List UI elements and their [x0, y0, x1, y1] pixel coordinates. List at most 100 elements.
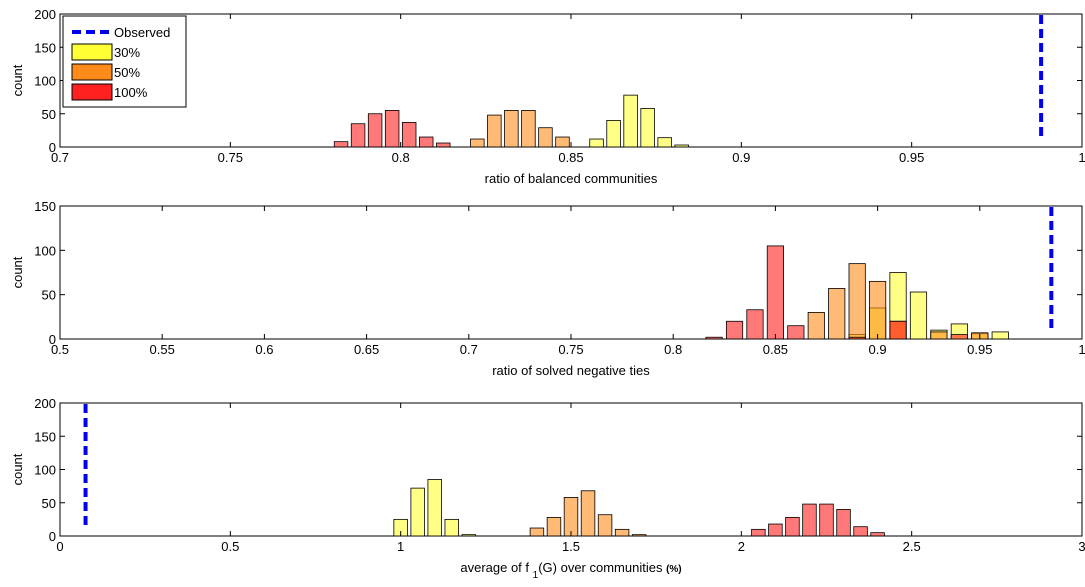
y-tick-label: 150 — [34, 40, 56, 55]
bar-s100 — [751, 528, 766, 537]
x-tick-label: 0.7 — [51, 150, 69, 165]
y-tick-label: 0 — [49, 529, 56, 544]
panel-1: 0.7 0.75 0.8 0.85 0.9 0.95 1 0 50 100 150 200 count r… — [10, 7, 1085, 186]
x-tick-label: 1 — [1078, 342, 1085, 357]
bar-s100 — [768, 523, 783, 537]
x-tick-label: 0.85 — [763, 342, 788, 357]
bar-s100 — [787, 325, 805, 340]
bar-s50 — [614, 528, 630, 537]
bar-s100 — [870, 532, 885, 537]
bar-s50 — [848, 263, 866, 340]
panel-3: 0 0.5 1 1.5 2 2.5 3 0 50 100 150 200 count average of… — [10, 396, 1085, 581]
bar-s50 — [828, 288, 846, 340]
bar-s100 — [384, 110, 400, 148]
bar-s30 — [427, 479, 442, 537]
bar-s100 — [819, 503, 834, 537]
bar-s30 — [623, 94, 638, 148]
bar-s100 — [889, 320, 907, 340]
y-tick-label: 150 — [34, 199, 56, 214]
bar-s30 — [444, 518, 459, 537]
bar-s30 — [991, 331, 1009, 340]
bar-s100 — [333, 141, 349, 148]
bar-s50 — [538, 127, 553, 148]
bar-s50 — [563, 497, 579, 537]
bar-s100 — [746, 309, 764, 340]
x-tick-label: 0.7 — [460, 342, 478, 357]
legend-label-s30: 30% — [114, 45, 140, 60]
x-tick-label: 0.8 — [392, 150, 410, 165]
legend-label-s50: 50% — [114, 65, 140, 80]
bar-s100 — [950, 334, 968, 340]
y-tick-label: 50 — [42, 107, 56, 122]
bar-s100 — [436, 142, 451, 148]
bar-s100 — [725, 320, 744, 340]
y-axis-label: count — [10, 64, 25, 96]
y-tick-label: 50 — [42, 288, 56, 303]
x-tick-label: 0.95 — [899, 150, 924, 165]
bar-s30 — [640, 108, 655, 148]
bar-s100 — [802, 503, 817, 537]
y-tick-label: 200 — [34, 396, 56, 411]
bar-s100 — [836, 508, 851, 537]
bar-s50 — [546, 516, 562, 537]
bar-s50 — [597, 514, 613, 537]
bar-s100 — [785, 516, 800, 537]
bar-s50 — [631, 534, 647, 537]
x-tick-label: 2 — [738, 539, 745, 554]
bar-s100 — [367, 113, 383, 148]
x-tick-label: 0.75 — [558, 342, 583, 357]
x-tick-label: 0.9 — [869, 342, 887, 357]
bar-s50 — [470, 138, 485, 148]
bar-s100 — [350, 123, 366, 148]
y-tick-label: 50 — [42, 496, 56, 511]
y-axis-label: count — [10, 453, 25, 485]
legend-swatch-s100 — [71, 83, 113, 101]
x-tick-label: 0.8 — [664, 342, 682, 357]
axes-frame — [59, 13, 1083, 148]
x-tick-label: 0.85 — [558, 150, 583, 165]
bar-s50 — [487, 114, 502, 148]
x-tick-label: 0.5 — [221, 539, 239, 554]
bar-s50 — [529, 527, 545, 537]
y-tick-label: 100 — [34, 74, 56, 89]
bar-s30 — [410, 487, 425, 537]
x-tick-label: 0.95 — [967, 342, 992, 357]
y-tick-label: 0 — [49, 332, 56, 347]
axes-frame — [59, 205, 1083, 340]
x-tick-label: 0.5 — [51, 342, 69, 357]
bar-s100 — [853, 526, 868, 537]
x-tick-label: 0.75 — [218, 150, 243, 165]
legend: Observed 30% 50% 100% — [62, 15, 187, 108]
bar-s100 — [419, 136, 434, 148]
bar-s50 — [555, 136, 570, 148]
y-tick-label: 150 — [34, 429, 56, 444]
legend-label-s100: 100% — [114, 85, 148, 100]
bar-s30 — [606, 120, 621, 148]
bar-s50 — [521, 110, 536, 148]
x-tick-label: 1.5 — [562, 539, 580, 554]
x-tick-label: 2.5 — [903, 539, 921, 554]
bar-s50 — [807, 311, 825, 340]
x-tick-label: 0 — [56, 539, 63, 554]
bar-s30 — [461, 534, 477, 537]
bar-s100 — [401, 121, 417, 148]
y-tick-label: 100 — [34, 243, 56, 258]
legend-swatch-s50 — [71, 63, 113, 81]
bar-s50 — [504, 110, 519, 148]
bar-s100 — [766, 245, 784, 340]
legend-label-observed: Observed — [114, 25, 170, 40]
x-tick-label: 0.9 — [732, 150, 750, 165]
bar-s30 — [657, 137, 672, 148]
bar-s30 — [909, 291, 928, 340]
bar-s100 — [848, 336, 866, 340]
x-axis-label: ratio of solved negative ties — [492, 363, 650, 378]
y-tick-label: 100 — [34, 463, 56, 478]
bar-s30 — [589, 138, 604, 148]
x-tick-label: 3 — [1078, 539, 1085, 554]
x-tick-label: 0.6 — [255, 342, 273, 357]
bar-s50 — [580, 490, 596, 537]
bar-s30 — [674, 144, 689, 148]
legend-swatch-s30 — [71, 43, 113, 61]
x-tick-label: 1 — [1078, 150, 1085, 165]
